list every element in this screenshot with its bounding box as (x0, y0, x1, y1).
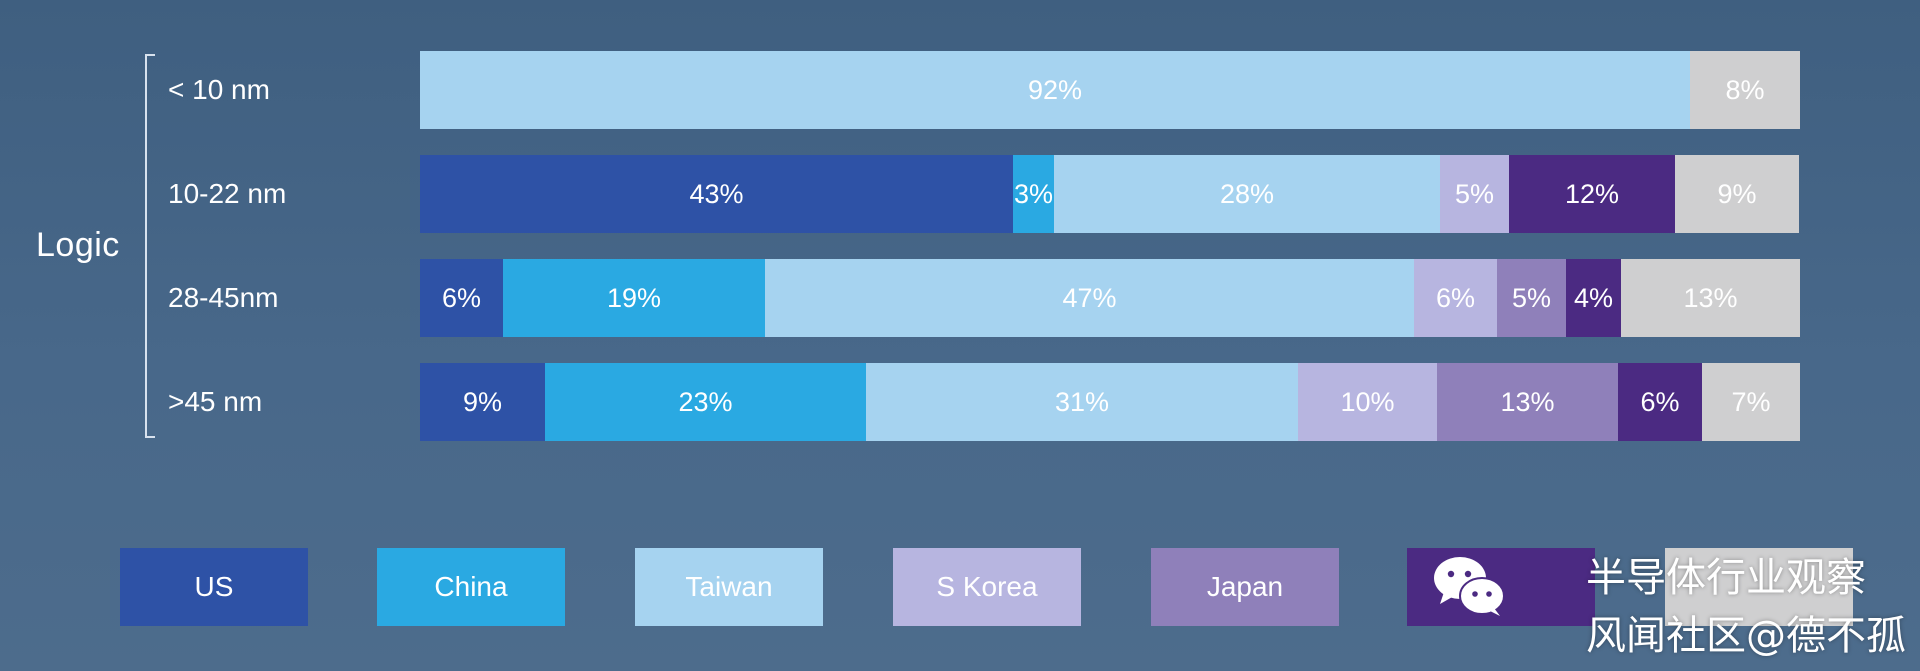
bar-segment: 13% (1437, 363, 1618, 441)
bar-segment: 8% (1690, 51, 1800, 129)
bar-segment: 92% (420, 51, 1690, 129)
wechat-icon (1434, 557, 1505, 616)
category-label: 10-22 nm (168, 178, 287, 209)
category-label: >45 nm (168, 386, 263, 417)
legend-item: China (377, 548, 565, 626)
bar-segment: 13% (1621, 259, 1800, 337)
bar-segment: 4% (1566, 259, 1621, 337)
group-bracket (145, 54, 155, 438)
bar-segment: 23% (545, 363, 866, 441)
bar-segment: 9% (1675, 155, 1799, 233)
bar-segment: 47% (765, 259, 1414, 337)
bar-segment: 10% (1298, 363, 1437, 441)
bar-segment: 19% (503, 259, 765, 337)
bar-segment: 43% (420, 155, 1013, 233)
bar-segment: 31% (866, 363, 1298, 441)
bar-segment: 6% (420, 259, 503, 337)
legend-item (1665, 548, 1853, 626)
watermark-line1: 半导体行业观察 (1586, 555, 1866, 601)
bar-segment: 9% (420, 363, 545, 441)
bar-segment: 28% (1054, 155, 1440, 233)
group-label-logic: Logic (36, 226, 120, 264)
legend-item: Japan (1151, 548, 1339, 626)
watermark: 半导体行业观察 风闻社区@德不孤 (1586, 545, 1906, 661)
category-label: < 10 nm (168, 74, 270, 105)
legend-item: US (120, 548, 308, 626)
bar-segment: 3% (1013, 155, 1054, 233)
legend-item: S Korea (893, 548, 1081, 626)
watermark-line2: 风闻社区@德不孤 (1586, 613, 1906, 659)
bar-segment: 7% (1702, 363, 1800, 441)
bar-segment: 6% (1414, 259, 1497, 337)
bar-segment: 5% (1497, 259, 1566, 337)
bar-segment: 5% (1440, 155, 1509, 233)
category-label: 28-45nm (168, 282, 279, 313)
bar-segment: 6% (1618, 363, 1702, 441)
legend-item: Taiwan (635, 548, 823, 626)
bar-segment: 12% (1509, 155, 1675, 233)
